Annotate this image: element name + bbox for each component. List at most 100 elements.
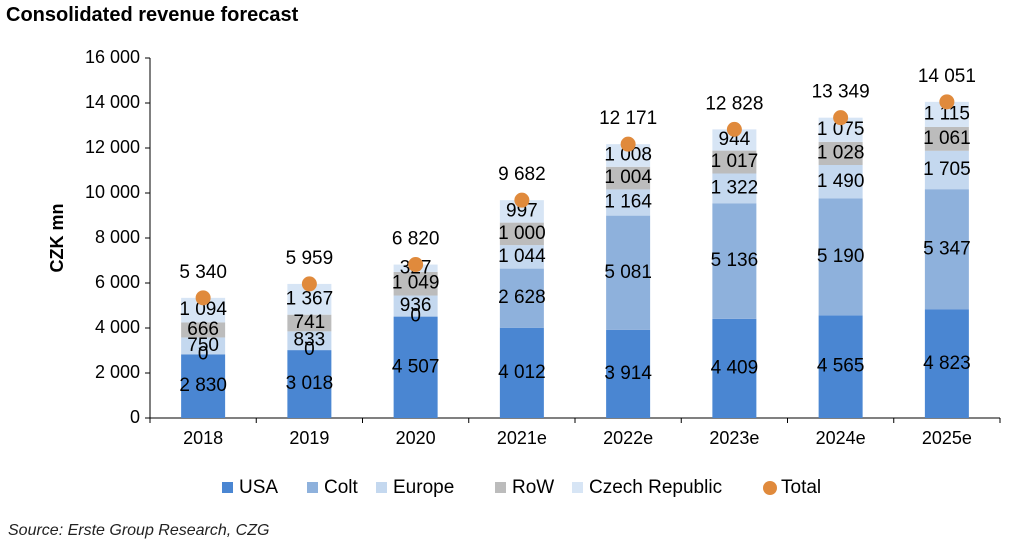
data-label: 741	[294, 312, 326, 333]
data-label: 4 565	[817, 356, 865, 377]
legend-label: Europe	[393, 477, 454, 498]
data-label: 750	[187, 335, 219, 356]
bar-segment	[818, 198, 863, 316]
data-label: 1 164	[604, 192, 652, 213]
chart-title: Consolidated revenue forecast	[6, 4, 299, 26]
bar-segment	[181, 354, 226, 418]
data-label: 1 017	[711, 151, 759, 172]
data-label: 833	[294, 330, 326, 351]
total-point	[939, 94, 955, 110]
x-tick-label: 2023e	[709, 428, 759, 448]
y-axis-label: CZK mn	[47, 204, 67, 273]
data-label: 1 008	[604, 145, 652, 166]
x-tick-label: 2021e	[497, 428, 547, 448]
bar-segment	[606, 166, 651, 190]
data-label: 4 012	[498, 362, 546, 383]
data-label: 1 028	[817, 142, 865, 163]
data-label: 5 136	[711, 250, 759, 271]
data-label: 666	[187, 319, 219, 340]
bar-segment	[606, 189, 651, 216]
legend-swatch	[572, 482, 583, 493]
bar-segment	[924, 126, 969, 151]
y-tick-label: 12 000	[85, 137, 140, 157]
bar-segment	[499, 222, 544, 246]
bar-segment	[818, 164, 863, 199]
source-note: Source: Erste Group Research, CZG	[8, 522, 270, 539]
data-label: 0	[198, 343, 209, 364]
x-tick-label: 2024e	[816, 428, 866, 448]
legend-label: Total	[781, 477, 821, 498]
data-label: 1 075	[817, 119, 865, 140]
total-label: 14 051	[918, 66, 976, 87]
total-label: 5 959	[286, 248, 334, 269]
total-label: 9 682	[498, 164, 546, 185]
legend-swatch	[763, 481, 777, 495]
data-label: 4 409	[711, 357, 759, 378]
total-point	[514, 192, 530, 208]
data-label: 1 049	[392, 273, 440, 294]
data-label: 1 000	[498, 223, 546, 244]
bar-segment	[924, 150, 969, 190]
total-point	[833, 110, 849, 126]
data-label: 1 044	[498, 246, 546, 267]
bar-segment	[712, 203, 757, 319]
total-label: 5 340	[179, 262, 227, 283]
legend-swatch	[307, 482, 318, 493]
bar-segment	[606, 329, 651, 418]
legend-swatch	[376, 482, 387, 493]
bar-segment	[712, 173, 757, 204]
y-tick-label: 2 000	[95, 362, 140, 382]
data-label: 1 490	[817, 171, 865, 192]
legend-label: USA	[239, 477, 278, 498]
bar-segment	[712, 318, 757, 418]
bar-segment	[393, 271, 438, 296]
bar-segment	[818, 141, 863, 165]
bar-segment	[287, 331, 332, 351]
data-label: 5 190	[817, 246, 865, 267]
y-tick-label: 0	[130, 407, 140, 427]
total-point	[620, 136, 636, 152]
total-point	[195, 290, 211, 306]
data-label: 4 823	[923, 353, 971, 374]
data-label: 5 081	[604, 262, 652, 283]
data-label: 1 322	[711, 177, 759, 198]
data-label: 1 367	[286, 288, 334, 309]
data-label: 1 004	[604, 167, 652, 188]
x-tick-label: 2019	[289, 428, 329, 448]
data-label: 997	[506, 200, 538, 221]
total-point	[726, 121, 742, 137]
data-label: 1 705	[923, 159, 971, 180]
legend-label: Colt	[324, 477, 359, 498]
y-tick-label: 16 000	[85, 47, 140, 67]
total-point	[301, 276, 317, 292]
y-tick-label: 6 000	[95, 272, 140, 292]
bar-segment	[393, 316, 438, 418]
bar-segment	[606, 215, 651, 330]
data-label: 4 507	[392, 356, 440, 377]
data-label: 5 347	[923, 238, 971, 259]
bar-segment	[499, 327, 544, 418]
data-label: 2 628	[498, 287, 546, 308]
data-label: 936	[400, 295, 432, 316]
data-label: 1 115	[924, 103, 970, 124]
bar-segment	[499, 245, 544, 269]
data-label: 3 914	[604, 363, 652, 384]
bar-segment	[393, 295, 438, 317]
bar-segment	[181, 322, 226, 338]
y-tick-label: 8 000	[95, 227, 140, 247]
y-tick-label: 4 000	[95, 317, 140, 337]
x-tick-label: 2020	[396, 428, 436, 448]
bar-segment	[712, 150, 757, 174]
total-point	[408, 257, 424, 273]
bar-segment	[924, 189, 969, 310]
y-tick-label: 10 000	[85, 182, 140, 202]
bar-segment	[287, 350, 332, 418]
bar-segment	[606, 144, 651, 167]
total-label: 12 828	[705, 93, 763, 114]
data-label: 1 061	[923, 128, 971, 149]
bar-segment	[181, 337, 226, 355]
data-label: 0	[410, 306, 421, 327]
bar-segment	[287, 314, 332, 332]
data-label: 2 830	[179, 375, 227, 396]
